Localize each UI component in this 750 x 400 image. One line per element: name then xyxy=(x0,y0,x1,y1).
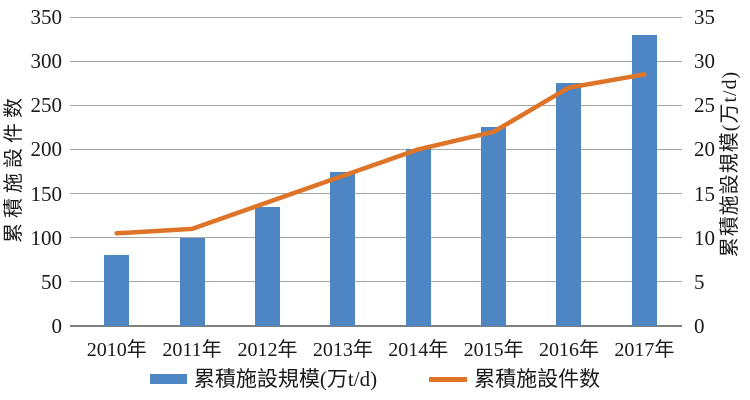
bar-2010年 xyxy=(104,255,130,326)
bar-2013年 xyxy=(330,171,356,326)
plot-area xyxy=(70,16,682,327)
left-axis-tick-label: 100 xyxy=(30,225,63,250)
gridline xyxy=(70,104,682,106)
gridline xyxy=(70,237,682,239)
line-series-path xyxy=(114,72,647,236)
right-axis-tick-label: 20 xyxy=(694,137,715,162)
gridline xyxy=(70,60,682,62)
right-axis-tick-label: 15 xyxy=(694,181,715,206)
bar-2011年 xyxy=(179,237,205,326)
bar-2012年 xyxy=(254,206,280,326)
right-axis-tick-label: 0 xyxy=(694,314,705,338)
x-axis-tick-label: 2016年 xyxy=(538,339,599,361)
right-axis-tick-label: 25 xyxy=(694,93,715,118)
bar-2015年 xyxy=(481,127,507,326)
left-axis-tick-label: 200 xyxy=(30,137,63,162)
right-axis-tick-label: 30 xyxy=(694,49,715,74)
gridline xyxy=(70,148,682,150)
legend-label-facility-count: 累積施設件数 xyxy=(474,367,601,391)
legend-label-facility-scale: 累積施設規模(万t/d) xyxy=(193,367,378,391)
legend-item-facility-count: 累積施設件数 xyxy=(429,367,600,391)
left-axis-tick-label: 150 xyxy=(30,181,63,206)
right-axis-tick-label: 10 xyxy=(694,225,715,250)
gridline xyxy=(70,16,682,18)
gridline xyxy=(70,193,682,195)
line-series xyxy=(114,72,647,236)
left-axis-tick-label: 350 xyxy=(30,5,63,29)
left-axis-tick-label: 0 xyxy=(51,314,63,338)
x-axis-tick-label: 2010年 xyxy=(86,339,147,361)
x-axis-tick-label: 2014年 xyxy=(388,339,449,361)
left-axis-tick-label: 300 xyxy=(30,49,63,74)
left-axis-tick-label: 50 xyxy=(41,269,62,294)
bar-2016年 xyxy=(556,83,582,326)
line-series-swatch xyxy=(429,376,468,382)
x-axis-tick-label: 2017年 xyxy=(614,339,675,361)
bar-series-swatch xyxy=(149,374,187,384)
x-axis-line xyxy=(70,325,682,327)
bar-2014年 xyxy=(405,149,431,326)
left-axis-tick-label: 250 xyxy=(30,93,63,118)
x-axis-tick-label: 2013年 xyxy=(312,339,373,361)
right-axis-tick-label: 5 xyxy=(694,269,705,294)
legend-item-facility-scale: 累積施設規模(万t/d) xyxy=(149,367,378,391)
legend: 累積施設規模(万t/d) 累積施設件数 xyxy=(0,367,750,391)
x-axis-tick-label: 2015年 xyxy=(463,339,524,361)
gridline xyxy=(70,281,682,283)
right-axis-tick-label: 35 xyxy=(694,5,715,29)
x-axis-tick-label: 2012年 xyxy=(237,339,298,361)
x-axis-tick-label: 2011年 xyxy=(162,339,222,361)
bar-2017年 xyxy=(631,34,657,326)
